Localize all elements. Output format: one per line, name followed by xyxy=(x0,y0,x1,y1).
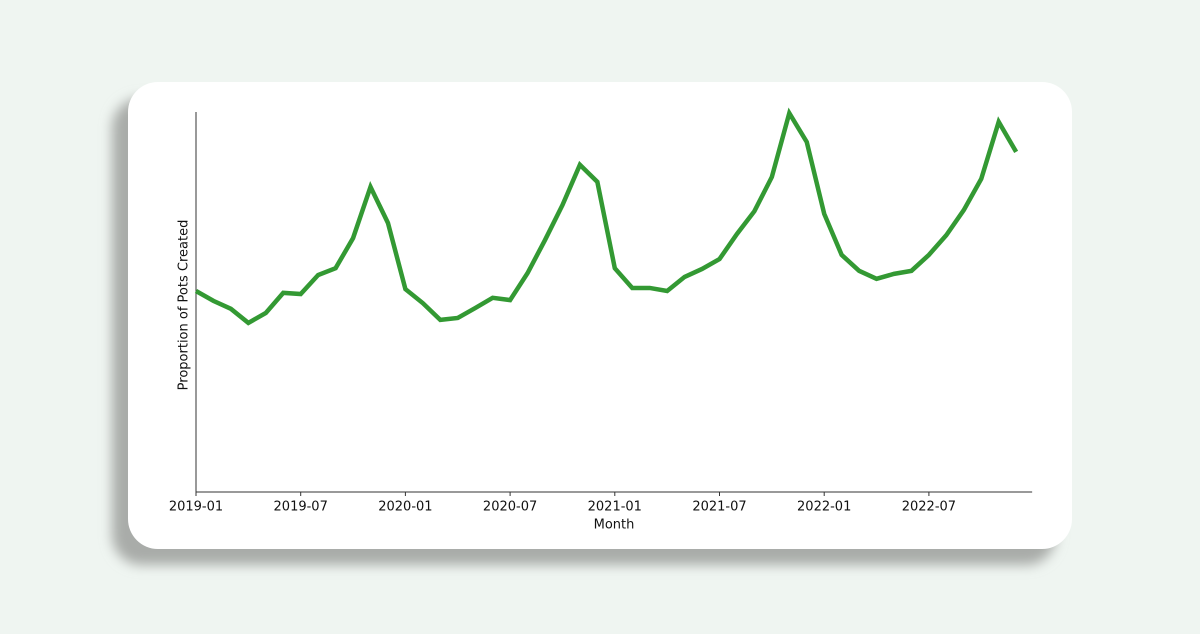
x-tick-label: 2020-07 xyxy=(483,500,537,515)
x-tick-label: 2019-07 xyxy=(274,500,328,515)
y-axis-label: Proportion of Pots Created xyxy=(177,220,192,391)
x-tick-label: 2021-07 xyxy=(692,500,746,515)
card xyxy=(128,82,1072,549)
x-tick-label: 2020-01 xyxy=(378,500,432,515)
x-axis-label: Month xyxy=(594,518,635,533)
x-tick-label: 2019-01 xyxy=(169,500,223,515)
x-tick-label: 2021-01 xyxy=(588,500,642,515)
x-tick-label: 2022-01 xyxy=(797,500,851,515)
chart: Proportion of Pots Created Month 2019-01… xyxy=(169,107,1033,533)
x-tick-label: 2022-07 xyxy=(902,500,956,515)
line-series xyxy=(194,107,1019,326)
